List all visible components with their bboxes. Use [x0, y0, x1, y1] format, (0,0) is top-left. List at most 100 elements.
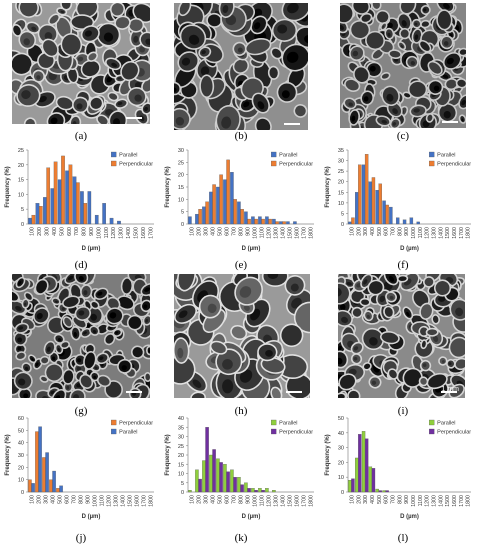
bar-perpendicular-800: [83, 203, 88, 225]
x-tick-label: 1800: [466, 495, 472, 507]
foam-cell: [95, 352, 109, 365]
legend-swatch-perpendicular: [111, 419, 117, 426]
foam-cell: [407, 80, 428, 99]
legend-swatch-parallel: [111, 428, 117, 435]
bar-parallel-100: [28, 217, 32, 225]
x-tick-label: 900: [246, 495, 252, 504]
bar-perpendicular-600: [385, 204, 389, 225]
bar-parallel-400: [50, 188, 55, 225]
foam-cell: [381, 85, 400, 107]
scale-bar: [442, 121, 458, 123]
x-tick-label: 800: [397, 495, 403, 504]
y-tick-label: 40: [338, 431, 344, 437]
x-tick-label: 1500: [133, 227, 139, 239]
x-tick-label: 1400: [281, 227, 287, 239]
foam-cell: [53, 333, 65, 344]
foam-cell: [270, 47, 283, 60]
panel-label-b: (b): [234, 130, 248, 142]
foam-cell: [199, 74, 215, 99]
x-tick-label: 1300: [431, 227, 437, 239]
x-tick-label: 1700: [459, 495, 465, 507]
y-tick-label: 30: [178, 148, 184, 154]
bar-parallel-300: [361, 431, 366, 493]
bar-perpendicular-200: [35, 431, 39, 493]
foam-cell: [351, 3, 371, 15]
foam-cell: [198, 46, 212, 59]
foam-cell: [109, 3, 126, 17]
foam-cell: [142, 314, 150, 326]
foam-cell: [174, 107, 191, 130]
bar-perpendicular-900: [247, 218, 251, 225]
histogram-j-svg: 0 10 20 30 40 50 60 100 200 300 400 500 600 700 800 900…: [5, 416, 155, 520]
x-tick-label: 1200: [425, 227, 431, 239]
bar-parallel-1100: [102, 203, 106, 225]
foam-cell: [140, 299, 150, 313]
foam-cell: [281, 43, 308, 72]
foam-cell: [251, 92, 270, 114]
x-tick-label: 600: [384, 495, 390, 504]
y-tick-label: 10: [178, 472, 184, 478]
legend-swatch-parallel: [429, 151, 435, 158]
bar-perpendicular-300: [42, 457, 46, 493]
bar-parallel-1200: [109, 217, 114, 225]
x-tick-label: 1000: [411, 227, 417, 239]
foam-cell: [44, 363, 64, 383]
y-tick-label: 30: [338, 159, 344, 165]
bar-parallel-1400: [279, 221, 283, 225]
y-tick-label: 10: [338, 475, 344, 481]
y-tick-label: 35: [338, 148, 344, 154]
bar-parallel-200: [195, 213, 199, 225]
foam-cell: [351, 306, 363, 319]
bar-parallel-100: [348, 221, 352, 225]
foam-cell: [21, 298, 30, 309]
foam-cell: [18, 30, 37, 50]
y-tick-label: 20: [18, 163, 24, 169]
bar-parallel-100: [31, 483, 35, 493]
sem-image-h-texture: [174, 274, 310, 398]
legend-label-perpendicular: Perpendicular: [437, 162, 471, 168]
bar-perpendicular-400: [53, 161, 58, 225]
foam-cell: [93, 287, 109, 300]
x-axis-title: D (µm): [242, 514, 261, 520]
foam-cell: [287, 66, 306, 89]
bar-parallel-1100: [416, 221, 420, 225]
bar-parallel-800: [237, 477, 241, 493]
foam-cell: [86, 51, 98, 62]
y-tick-label: 25: [178, 444, 184, 450]
y-tick-label: 30: [18, 453, 24, 459]
bar-parallel-300: [45, 452, 49, 493]
foam-cell: [349, 20, 371, 40]
foam-cell: [80, 25, 100, 43]
bar-parallel-1000: [94, 214, 99, 225]
foam-cell: [39, 375, 49, 383]
histogram-j: 0 10 20 30 40 50 60 100 200 300 400 500 600 700 800 900…: [2, 412, 162, 527]
x-tick-label: 300: [363, 227, 369, 236]
foam-cell: [338, 373, 357, 391]
bar-perpendicular-300: [46, 167, 51, 225]
foam-cell: [449, 298, 465, 321]
foam-cell: [244, 37, 272, 56]
foam-cell: [348, 109, 361, 126]
foam-cell: [418, 376, 429, 387]
bar-parallel-200: [355, 457, 359, 493]
foam-cell: [47, 316, 66, 335]
x-tick-label: 100: [349, 227, 355, 236]
y-tick-label: 20: [338, 180, 344, 186]
y-tick-label: 10: [18, 192, 24, 198]
y-tick-label: 20: [178, 173, 184, 179]
bar-perpendicular-500: [378, 490, 382, 493]
y-axis-title: Frequency (%): [165, 166, 171, 207]
foam-cell: [179, 24, 207, 50]
x-tick-label: 1000: [93, 495, 99, 507]
foam-cell: [436, 69, 453, 82]
y-tick-label: 15: [18, 178, 24, 184]
foam-cell: [51, 297, 61, 306]
bar-parallel-1000: [409, 217, 414, 225]
x-tick-label: 600: [384, 227, 390, 236]
foam-cell: [384, 27, 395, 40]
foam-cell: [380, 71, 391, 81]
foam-cell: [80, 59, 101, 78]
sem-image-b-texture: [174, 3, 308, 130]
foam-cell: [90, 300, 100, 310]
panel-label-k: (k): [234, 532, 248, 544]
